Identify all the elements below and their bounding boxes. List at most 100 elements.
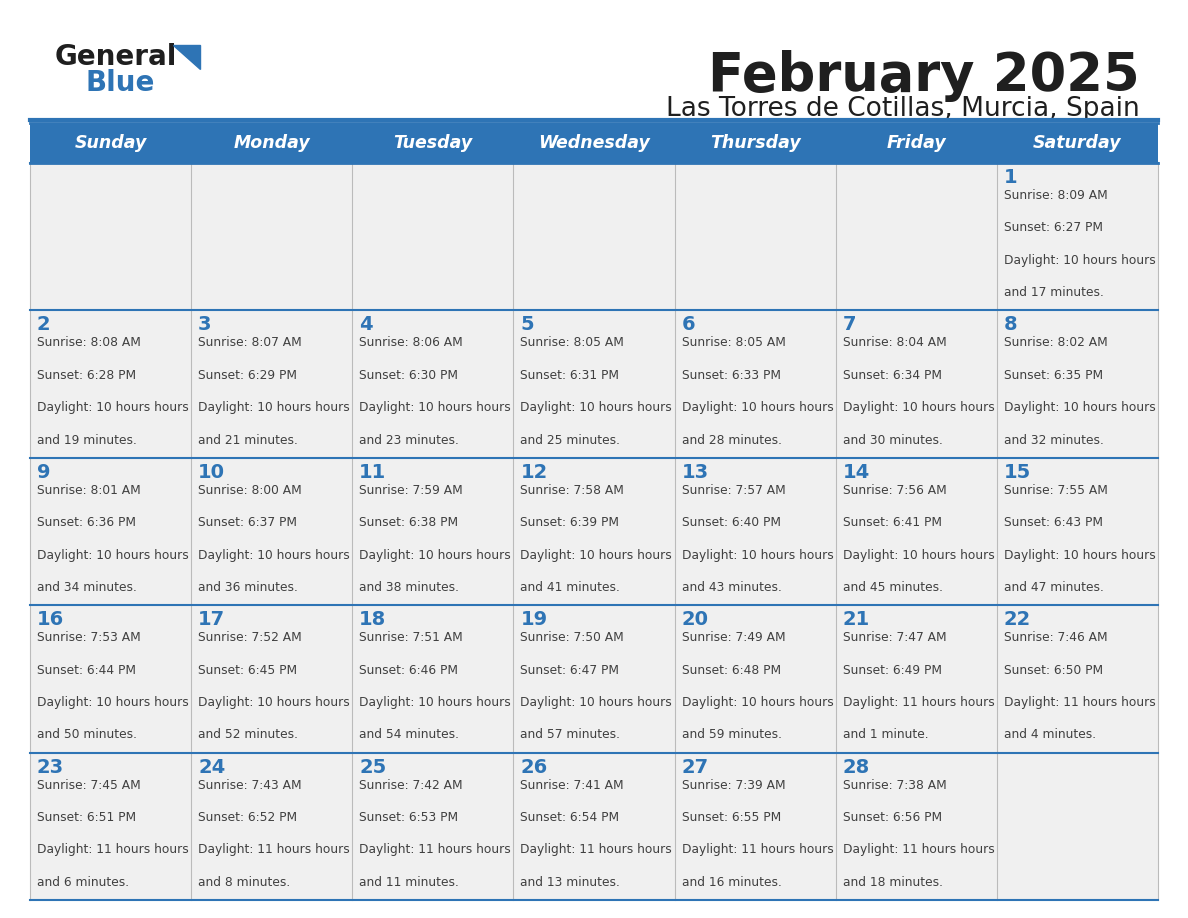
Text: Thursday: Thursday [709,134,801,152]
Text: Daylight: 11 hours hours: Daylight: 11 hours hours [682,844,833,856]
Text: February 2025: February 2025 [708,50,1140,102]
Text: and 41 minutes.: and 41 minutes. [520,581,620,594]
Text: Sunset: 6:50 PM: Sunset: 6:50 PM [1004,664,1102,677]
Text: and 43 minutes.: and 43 minutes. [682,581,782,594]
Text: and 47 minutes.: and 47 minutes. [1004,581,1104,594]
Text: General: General [55,43,177,71]
Text: 20: 20 [682,610,708,629]
Text: Sunrise: 7:57 AM: Sunrise: 7:57 AM [682,484,785,497]
Text: Sunrise: 7:47 AM: Sunrise: 7:47 AM [842,632,947,644]
Text: Sunset: 6:49 PM: Sunset: 6:49 PM [842,664,942,677]
Text: Sunrise: 7:46 AM: Sunrise: 7:46 AM [1004,632,1107,644]
Text: Sunrise: 8:08 AM: Sunrise: 8:08 AM [37,336,141,350]
Bar [30,123,1158,163]
Text: Sunset: 6:44 PM: Sunset: 6:44 PM [37,664,135,677]
Text: Sunrise: 7:39 AM: Sunrise: 7:39 AM [682,778,785,791]
Text: Daylight: 11 hours hours: Daylight: 11 hours hours [1004,696,1156,709]
Text: Daylight: 10 hours hours: Daylight: 10 hours hours [1004,549,1156,562]
Text: Sunset: 6:52 PM: Sunset: 6:52 PM [198,811,297,824]
Text: Sunrise: 7:49 AM: Sunrise: 7:49 AM [682,632,785,644]
Text: Sunset: 6:46 PM: Sunset: 6:46 PM [359,664,459,677]
Text: and 59 minutes.: and 59 minutes. [682,728,782,742]
Text: Sunset: 6:31 PM: Sunset: 6:31 PM [520,369,619,382]
Text: Sunset: 6:39 PM: Sunset: 6:39 PM [520,516,619,529]
Text: and 54 minutes.: and 54 minutes. [359,728,460,742]
Text: Friday: Friday [886,134,946,152]
Bar [30,458,1158,605]
Text: Tuesday: Tuesday [393,134,473,152]
Text: and 16 minutes.: and 16 minutes. [682,876,782,889]
Text: Sunset: 6:29 PM: Sunset: 6:29 PM [198,369,297,382]
Text: 28: 28 [842,757,870,777]
Text: 24: 24 [198,757,226,777]
Text: Daylight: 10 hours hours: Daylight: 10 hours hours [520,401,672,414]
Text: Sunset: 6:45 PM: Sunset: 6:45 PM [198,664,297,677]
Text: Daylight: 10 hours hours: Daylight: 10 hours hours [359,401,511,414]
Text: Sunrise: 7:51 AM: Sunrise: 7:51 AM [359,632,463,644]
Text: Sunrise: 7:56 AM: Sunrise: 7:56 AM [842,484,947,497]
Text: 10: 10 [198,463,226,482]
Text: Daylight: 10 hours hours: Daylight: 10 hours hours [198,549,350,562]
Text: Daylight: 10 hours hours: Daylight: 10 hours hours [1004,253,1156,267]
Text: and 57 minutes.: and 57 minutes. [520,728,620,742]
Text: Sunset: 6:55 PM: Sunset: 6:55 PM [682,811,781,824]
Text: 19: 19 [520,610,548,629]
Text: Sunrise: 7:41 AM: Sunrise: 7:41 AM [520,778,624,791]
Text: Saturday: Saturday [1034,134,1121,152]
Text: Sunset: 6:30 PM: Sunset: 6:30 PM [359,369,459,382]
Bar [30,163,1158,310]
Text: Sunrise: 8:05 AM: Sunrise: 8:05 AM [520,336,625,350]
Text: Sunrise: 7:45 AM: Sunrise: 7:45 AM [37,778,140,791]
Text: Sunrise: 8:04 AM: Sunrise: 8:04 AM [842,336,947,350]
Text: Daylight: 11 hours hours: Daylight: 11 hours hours [37,844,189,856]
Text: Sunrise: 7:42 AM: Sunrise: 7:42 AM [359,778,463,791]
Text: Daylight: 10 hours hours: Daylight: 10 hours hours [520,696,672,709]
Text: Daylight: 11 hours hours: Daylight: 11 hours hours [842,696,994,709]
Text: Sunrise: 7:55 AM: Sunrise: 7:55 AM [1004,484,1107,497]
Text: 4: 4 [359,316,373,334]
Text: Sunrise: 8:06 AM: Sunrise: 8:06 AM [359,336,463,350]
Text: 26: 26 [520,757,548,777]
Text: Sunset: 6:37 PM: Sunset: 6:37 PM [198,516,297,529]
Text: Sunrise: 8:02 AM: Sunrise: 8:02 AM [1004,336,1107,350]
Text: Daylight: 10 hours hours: Daylight: 10 hours hours [520,549,672,562]
Text: Sunset: 6:41 PM: Sunset: 6:41 PM [842,516,942,529]
Text: 8: 8 [1004,316,1017,334]
Text: 1: 1 [1004,168,1017,187]
Text: Sunrise: 8:09 AM: Sunrise: 8:09 AM [1004,189,1107,202]
Text: Daylight: 10 hours hours: Daylight: 10 hours hours [198,696,350,709]
Text: and 17 minutes.: and 17 minutes. [1004,286,1104,299]
Text: 5: 5 [520,316,535,334]
Bar [30,753,1158,900]
Bar [30,310,1158,458]
Text: and 45 minutes.: and 45 minutes. [842,581,943,594]
Text: Sunset: 6:27 PM: Sunset: 6:27 PM [1004,221,1102,234]
Text: Daylight: 10 hours hours: Daylight: 10 hours hours [359,549,511,562]
Text: Daylight: 11 hours hours: Daylight: 11 hours hours [359,844,511,856]
Text: 15: 15 [1004,463,1031,482]
Text: 3: 3 [198,316,211,334]
Bar [30,605,1158,753]
Text: Sunset: 6:47 PM: Sunset: 6:47 PM [520,664,619,677]
Text: 11: 11 [359,463,386,482]
Text: Daylight: 10 hours hours: Daylight: 10 hours hours [359,696,511,709]
Text: Sunset: 6:35 PM: Sunset: 6:35 PM [1004,369,1102,382]
Text: Daylight: 10 hours hours: Daylight: 10 hours hours [682,696,833,709]
Text: 2: 2 [37,316,51,334]
Text: Sunset: 6:43 PM: Sunset: 6:43 PM [1004,516,1102,529]
Text: 22: 22 [1004,610,1031,629]
Text: Daylight: 11 hours hours: Daylight: 11 hours hours [520,844,672,856]
Text: Sunset: 6:56 PM: Sunset: 6:56 PM [842,811,942,824]
Text: 6: 6 [682,316,695,334]
Text: Sunrise: 7:59 AM: Sunrise: 7:59 AM [359,484,463,497]
Text: 18: 18 [359,610,386,629]
Text: Daylight: 11 hours hours: Daylight: 11 hours hours [198,844,350,856]
Text: 23: 23 [37,757,64,777]
Text: 7: 7 [842,316,857,334]
Text: Wednesday: Wednesday [538,134,650,152]
Text: Sunrise: 7:43 AM: Sunrise: 7:43 AM [198,778,302,791]
Text: and 34 minutes.: and 34 minutes. [37,581,137,594]
Polygon shape [173,45,200,69]
Text: 14: 14 [842,463,870,482]
Text: 13: 13 [682,463,709,482]
